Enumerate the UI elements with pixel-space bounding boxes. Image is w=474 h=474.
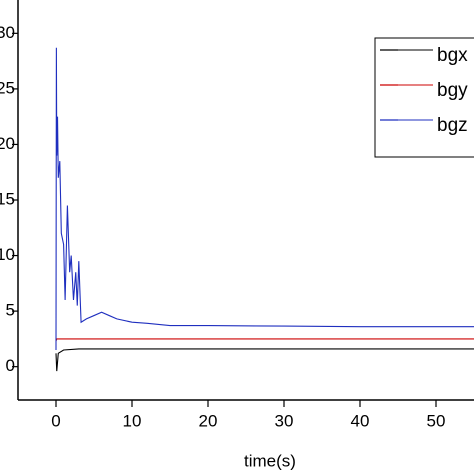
- x-tick-label: 10: [123, 411, 142, 430]
- y-tick-label: 20: [0, 134, 15, 153]
- x-tick-label: 50: [427, 411, 446, 430]
- legend-label: bgz: [437, 115, 468, 136]
- x-tick-label: 30: [275, 411, 294, 430]
- legend-box: [374, 37, 474, 158]
- line-series: [55, 338, 474, 342]
- legend-label: bgy: [437, 80, 468, 101]
- x-tick-label: 0: [51, 411, 60, 430]
- y-tick-label: 25: [0, 78, 15, 97]
- x-tick-label: 40: [351, 411, 370, 430]
- y-tick-label: 5: [6, 301, 15, 320]
- legend-label: bgx: [437, 45, 468, 66]
- y-tick-label: 10: [0, 245, 15, 264]
- line-series: [55, 348, 474, 372]
- line-series: [55, 47, 474, 351]
- y-tick-label: 0: [6, 356, 15, 375]
- x-tick-label: 20: [199, 411, 218, 430]
- y-tick-label: 15: [0, 189, 15, 208]
- x-axis-label: time(s): [244, 451, 296, 470]
- plot-area: [55, 47, 474, 372]
- y-tick-label: 30: [0, 23, 15, 42]
